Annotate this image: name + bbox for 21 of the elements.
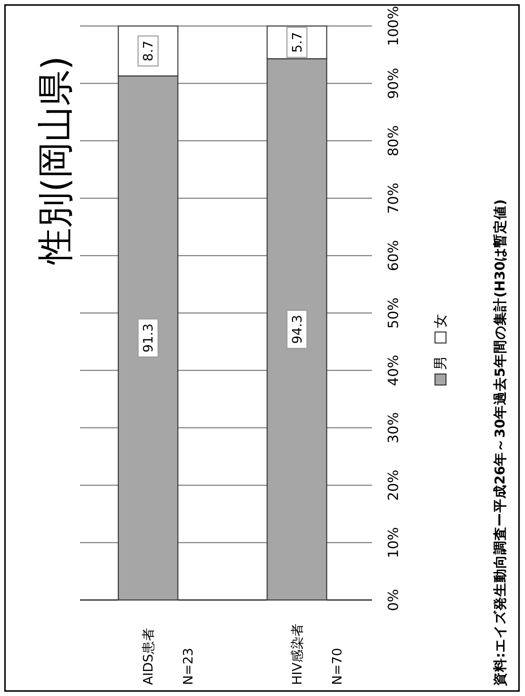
y-tick-label: 60% — [386, 240, 402, 272]
legend-label: 男 — [432, 356, 449, 370]
y-tick-label: 100% — [386, 6, 402, 46]
data-label: 91.3 — [142, 323, 157, 352]
text: 女 — [432, 314, 449, 328]
data-label: 5.7 — [290, 32, 306, 53]
y-tick-label: 40% — [386, 354, 402, 386]
category-label: HIV感染者 N=70 — [290, 623, 346, 685]
text: 性別(岡山県) — [36, 56, 77, 266]
y-tick-label: 80% — [386, 125, 402, 156]
data-label: 8.7 — [142, 40, 157, 62]
data-label: 94.3 — [290, 314, 306, 344]
y-tick-label: 20% — [386, 470, 402, 501]
y-tick-label: 0% — [386, 588, 402, 612]
y-tick-label: 30% — [386, 412, 402, 444]
y-tick-label: 50% — [386, 297, 402, 329]
text: 資料:エイズ発生動向調査ー平成26年～30年過去5年間の集計(H30は暫定値) — [492, 199, 509, 687]
y-tick-label: 70% — [386, 182, 402, 214]
y-tick-label: 90% — [386, 68, 402, 99]
category-label: AIDS患者 N=23 — [142, 628, 197, 685]
y-tick-label: 10% — [386, 527, 402, 558]
